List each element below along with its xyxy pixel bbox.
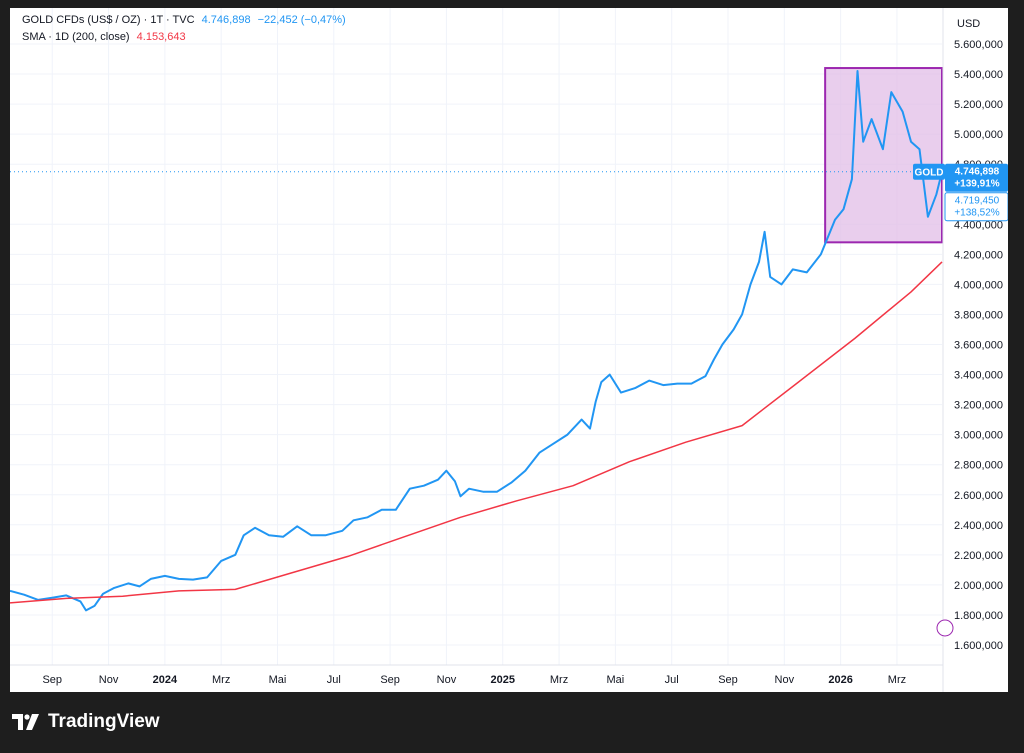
y-tick-label: 3.600,000 xyxy=(954,340,1003,352)
x-tick-label: Mai xyxy=(607,674,625,686)
y-tick-label: 2.000,000 xyxy=(954,580,1003,592)
y-tick-label: 3.200,000 xyxy=(954,400,1003,412)
gold-symbol-label: GOLD xyxy=(915,168,944,179)
y-tick-label: 3.400,000 xyxy=(954,370,1003,382)
sma-legend[interactable]: SMA · 1D (200, close) 4.153,643 xyxy=(22,31,190,43)
tradingview-logo[interactable]: TradingView xyxy=(12,711,160,733)
y-tick-label: 4.200,000 xyxy=(954,249,1003,261)
x-tick-label: 2025 xyxy=(491,674,515,686)
y-tick-label: 3.800,000 xyxy=(954,309,1003,321)
x-tick-label: Jul xyxy=(327,674,341,686)
chart-frame[interactable]: USD 5.600,000 5.400,000 5.200,000 5.000,000… xyxy=(10,8,1008,692)
y-tick-label: 1.800,000 xyxy=(954,610,1003,622)
measure-handle[interactable] xyxy=(936,619,954,637)
x-tick-label: Mrz xyxy=(550,674,568,686)
y-tick-label: 3.000,000 xyxy=(954,430,1003,442)
sma-price-badge-value: 4.719,450 xyxy=(955,196,1000,207)
highlight-rectangle[interactable] xyxy=(824,67,943,244)
y-tick-label: 5.200,000 xyxy=(954,99,1003,111)
last-price-badge-pct: +139,91% xyxy=(954,179,999,190)
y-tick-label: 2.200,000 xyxy=(954,550,1003,562)
y-tick-label: 1.600,000 xyxy=(954,640,1003,652)
last-price: 4.746,898 xyxy=(201,14,251,26)
y-tick-label: 2.800,000 xyxy=(954,460,1003,472)
x-tick-label: Nov xyxy=(99,674,119,686)
x-tick-label: Jul xyxy=(665,674,679,686)
chart-canvas[interactable]: USD 5.600,000 5.400,000 5.200,000 5.000,000… xyxy=(10,8,1008,692)
x-tick-label: Nov xyxy=(775,674,795,686)
x-tick-label: Sep xyxy=(42,674,62,686)
grid xyxy=(10,8,942,665)
x-tick-label: Sep xyxy=(380,674,400,686)
sma-title: SMA · 1D (200, close) xyxy=(22,31,130,43)
y-tick-label: 5.000,000 xyxy=(954,129,1003,141)
brand-name: TradingView xyxy=(48,711,160,732)
symbol-title: GOLD CFDs (US$ / OZ) · 1T · TVC xyxy=(22,14,195,26)
gold-symbol-badge[interactable] xyxy=(913,163,945,180)
highlight-layer xyxy=(824,67,943,244)
sma-price-badge-pct: +138,52% xyxy=(954,208,999,219)
sma-price-badge[interactable] xyxy=(944,192,1008,222)
last-price-badge-value: 4.746,898 xyxy=(955,167,1000,178)
x-tick-label: 2024 xyxy=(153,674,178,686)
y-tick-label: 5.600,000 xyxy=(954,39,1003,51)
symbol-legend[interactable]: GOLD CFDs (US$ / OZ) · 1T · TVC 4.746,89… xyxy=(22,14,350,26)
x-tick-label: Mrz xyxy=(888,674,906,686)
price-badges: GOLD 4.746,898+139,91% 4.719,450+138,52% xyxy=(913,163,1008,222)
y-tick-label: 4.400,000 xyxy=(954,219,1003,231)
x-tick-label: Mrz xyxy=(212,674,230,686)
y-tick-label: 4.000,000 xyxy=(954,279,1003,291)
x-tick-label: Nov xyxy=(437,674,457,686)
y-tick-label: 5.400,000 xyxy=(954,69,1003,81)
price-change: −22,452 (−0,47%) xyxy=(257,14,346,26)
currency-label[interactable]: USD xyxy=(957,18,980,30)
series-layer xyxy=(10,70,943,612)
sma-200-line[interactable] xyxy=(10,261,943,604)
x-tick-label: Mai xyxy=(269,674,287,686)
x-tick-label: Sep xyxy=(718,674,738,686)
y-tick-label: 2.600,000 xyxy=(954,490,1003,502)
x-tick-label: 2026 xyxy=(828,674,852,686)
gold-price-line[interactable] xyxy=(10,70,943,612)
y-tick-label: 2.400,000 xyxy=(954,520,1003,532)
last-price-badge[interactable] xyxy=(945,163,1008,192)
tradingview-logo-icon xyxy=(12,714,39,730)
sma-value: 4.153,643 xyxy=(136,31,186,43)
